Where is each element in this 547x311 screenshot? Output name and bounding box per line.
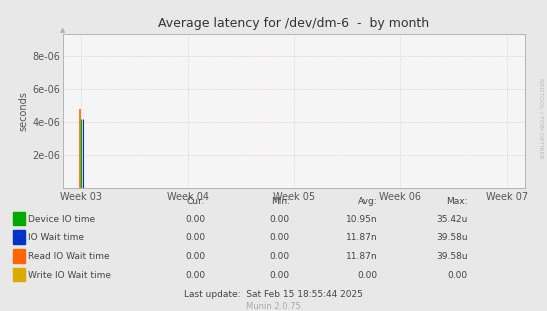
Text: 39.58u: 39.58u [436,252,468,261]
Text: 0.00: 0.00 [270,234,290,242]
Text: Avg:: Avg: [358,197,377,206]
Text: Write IO Wait time: Write IO Wait time [28,271,111,280]
Text: Munin 2.0.75: Munin 2.0.75 [246,302,301,311]
Text: 35.42u: 35.42u [437,215,468,224]
Text: 0.00: 0.00 [447,271,468,280]
Text: Max:: Max: [446,197,468,206]
Text: 0.00: 0.00 [270,215,290,224]
Text: Min:: Min: [271,197,290,206]
Text: 10.95n: 10.95n [346,215,377,224]
Text: 0.00: 0.00 [270,252,290,261]
Text: Device IO time: Device IO time [28,215,95,224]
Text: 0.00: 0.00 [185,215,205,224]
Text: RRDTOOL / TOBI OETIKER: RRDTOOL / TOBI OETIKER [538,78,543,159]
Y-axis label: seconds: seconds [18,91,28,131]
Text: 0.00: 0.00 [270,271,290,280]
Text: 0.00: 0.00 [185,252,205,261]
Text: IO Wait time: IO Wait time [28,234,84,242]
Text: ▲: ▲ [60,27,66,33]
Text: 0.00: 0.00 [185,234,205,242]
Text: Cur:: Cur: [187,197,205,206]
Text: 0.00: 0.00 [185,271,205,280]
Text: Last update:  Sat Feb 15 18:55:44 2025: Last update: Sat Feb 15 18:55:44 2025 [184,290,363,299]
Text: 11.87n: 11.87n [346,234,377,242]
Text: 0.00: 0.00 [357,271,377,280]
Text: 11.87n: 11.87n [346,252,377,261]
Text: 39.58u: 39.58u [436,234,468,242]
Title: Average latency for /dev/dm-6  -  by month: Average latency for /dev/dm-6 - by month [159,17,429,30]
Text: Read IO Wait time: Read IO Wait time [28,252,109,261]
